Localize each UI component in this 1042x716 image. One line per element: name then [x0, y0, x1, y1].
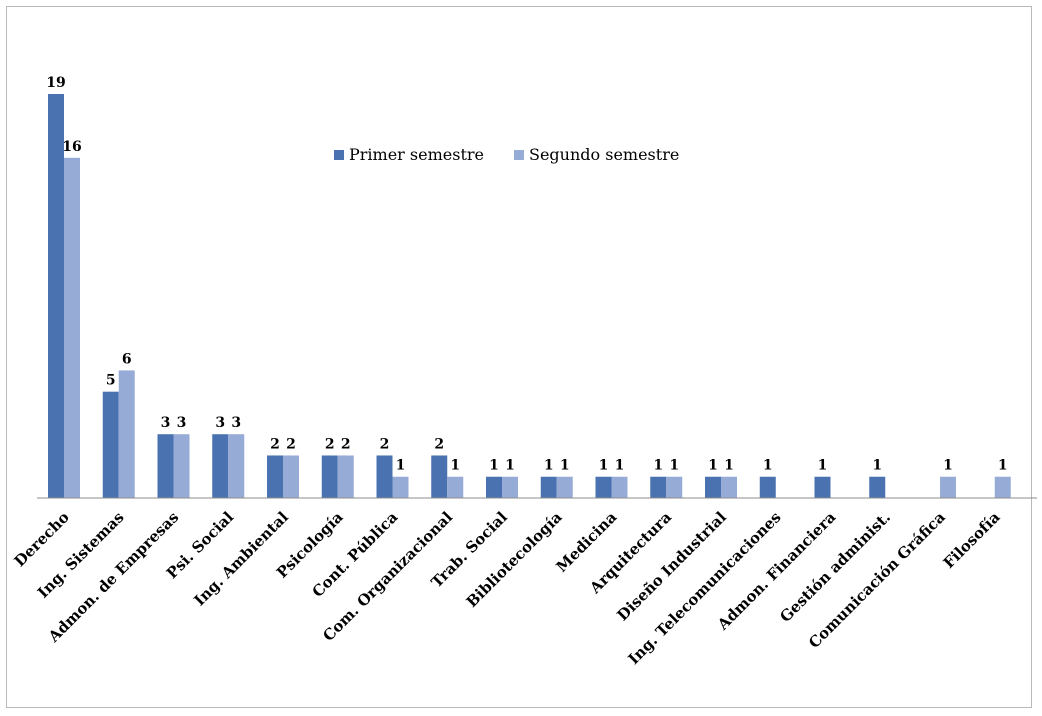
bar-segundo-0 [64, 157, 80, 498]
data-label-segundo-7: 1 [450, 458, 460, 474]
data-label-segundo-9: 1 [560, 458, 570, 474]
bar-segundo-12 [721, 476, 737, 498]
bar-segundo-7 [447, 476, 464, 498]
data-label-primer-5: 2 [325, 436, 335, 452]
data-label-segundo-16: 1 [943, 458, 953, 474]
bar-primer-9 [540, 476, 557, 498]
bar-segundo-6 [392, 476, 409, 498]
bar-primer-11 [650, 476, 667, 498]
bar-primer-6 [376, 455, 393, 498]
bar-segundo-10 [611, 476, 628, 498]
bar-segundo-17 [994, 476, 1011, 498]
bar-primer-10 [595, 476, 612, 498]
bar-primer-13 [759, 476, 776, 498]
data-label-primer-3: 3 [215, 415, 225, 431]
legend-item-segundo: Segundo semestre [513, 145, 680, 164]
data-label-primer-11: 1 [653, 458, 663, 474]
bar-segundo-1 [118, 370, 135, 498]
data-label-primer-8: 1 [489, 458, 499, 474]
data-label-primer-13: 1 [763, 458, 773, 474]
legend: Primer semestre Segundo semestre [334, 145, 709, 164]
chart-frame [6, 6, 1032, 708]
data-label-primer-10: 1 [599, 458, 609, 474]
category-label-17: Filosofía [940, 508, 1004, 572]
data-label-primer-1: 5 [106, 373, 116, 389]
bar-segundo-4 [283, 455, 299, 498]
data-label-segundo-5: 2 [341, 436, 351, 452]
data-label-segundo-10: 1 [615, 458, 625, 474]
category-label-9: Bibliotecología [463, 508, 566, 611]
data-label-primer-7: 2 [434, 436, 444, 452]
bar-segundo-5 [337, 455, 354, 498]
bar-segundo-8 [502, 476, 518, 498]
data-label-primer-6: 2 [380, 436, 390, 452]
data-label-segundo-3: 3 [231, 415, 241, 431]
bar-segundo-3 [228, 434, 245, 498]
bar-primer-1 [102, 391, 119, 498]
bar-primer-3 [212, 434, 229, 498]
data-label-segundo-2: 3 [177, 415, 187, 431]
legend-item-primer: Primer semestre [334, 145, 484, 164]
bar-segundo-2 [173, 434, 190, 498]
data-label-primer-2: 3 [161, 415, 171, 431]
bar-primer-7 [431, 455, 448, 498]
bar-primer-12 [705, 476, 721, 498]
bars-layer [48, 94, 1011, 498]
bar-primer-5 [321, 455, 338, 498]
data-label-primer-4: 2 [270, 436, 280, 452]
bar-segundo-11 [666, 476, 683, 498]
bar-segundo-9 [556, 476, 573, 498]
data-label-segundo-11: 1 [669, 458, 679, 474]
data-label-segundo-1: 6 [122, 351, 132, 367]
bar-primer-14 [814, 476, 831, 498]
legend-label-segundo: Segundo semestre [528, 145, 680, 164]
legend-swatch-primer [334, 149, 344, 160]
data-label-primer-15: 1 [872, 458, 882, 474]
data-label-primer-12: 1 [708, 458, 718, 474]
bar-primer-4 [267, 455, 283, 498]
bar-primer-2 [157, 434, 174, 498]
bar-primer-8 [486, 476, 502, 498]
data-label-primer-9: 1 [544, 458, 554, 474]
legend-swatch-segundo [513, 149, 524, 160]
bar-segundo-16 [940, 476, 956, 498]
data-label-primer-14: 1 [818, 458, 828, 474]
data-label-segundo-17: 1 [998, 458, 1008, 474]
data-label-segundo-12: 1 [724, 458, 734, 474]
data-label-segundo-8: 1 [505, 458, 515, 474]
data-label-segundo-4: 2 [286, 436, 296, 452]
bar-primer-0 [48, 94, 64, 498]
legend-label-primer: Primer semestre [349, 145, 484, 164]
data-label-primer-0: 19 [46, 75, 65, 91]
data-label-segundo-0: 16 [62, 139, 81, 155]
data-label-segundo-6: 1 [396, 458, 406, 474]
bar-primer-15 [869, 476, 886, 498]
category-label-4: Ing. Ambiental [190, 508, 292, 610]
